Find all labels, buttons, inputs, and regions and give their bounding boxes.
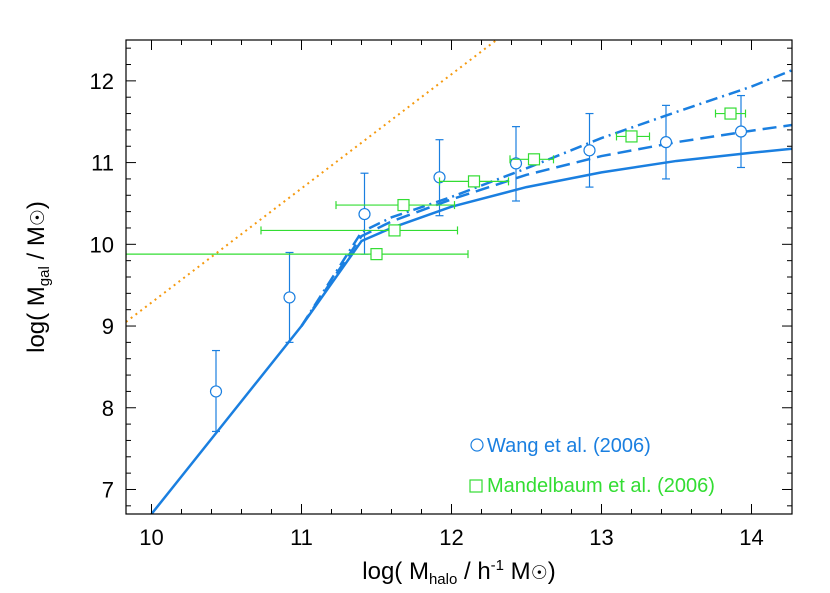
y-tick-label: 9 <box>102 314 114 339</box>
wang-point <box>659 136 673 149</box>
mandelbaum-point <box>388 224 401 237</box>
legend-entry-mandelbaum: Mandelbaum et al. (2006) <box>469 475 715 497</box>
wang-point <box>209 385 223 398</box>
axis-ticks <box>126 40 792 514</box>
wang-point <box>283 291 296 304</box>
wang-point <box>509 157 523 170</box>
x-tick-label: 12 <box>439 525 463 550</box>
legend-entry-wang: Wang et al. (2006) <box>470 435 651 457</box>
mandelbaum-point <box>625 130 638 143</box>
mandelbaum-point <box>527 153 541 166</box>
legend-label-mandelbaum: Mandelbaum et al. (2006) <box>487 475 715 497</box>
x-axis-label: log( Mhalo / h-1 M☉) <box>362 557 555 588</box>
legend-label-wang: Wang et al. (2006) <box>487 435 651 457</box>
y-tick-label: 7 <box>102 477 114 502</box>
y-tick-label: 12 <box>90 69 114 94</box>
plot-curves <box>126 40 792 514</box>
x-tick-label: 11 <box>290 525 313 550</box>
plot-markers <box>126 94 748 433</box>
legend-circle-marker <box>470 438 484 452</box>
dash-dot-line-curve <box>300 69 792 327</box>
y-tick-label: 8 <box>102 396 114 421</box>
wang-point <box>734 125 748 138</box>
wang-point <box>358 207 371 221</box>
legend: Wang et al. (2006) Mandelbaum et al. (20… <box>469 435 715 497</box>
dashed-line-curve <box>300 123 792 327</box>
y-tick-label: 11 <box>91 151 114 176</box>
mandelbaum-point <box>467 175 481 188</box>
mandelbaum-point <box>397 198 410 212</box>
x-tick-label: 13 <box>589 525 613 550</box>
y-axis-label: log( Mgal / M☉) <box>23 201 53 353</box>
x-tick-label: 14 <box>739 525 763 550</box>
solid-line-curve <box>150 147 792 514</box>
mandelbaum-point <box>370 248 383 261</box>
y-tick-label: 10 <box>90 232 114 257</box>
legend-square-marker <box>469 479 483 493</box>
mandelbaum-point <box>724 107 737 120</box>
x-tick-label: 10 <box>139 525 163 550</box>
axis-tick-labels: 10 11 12 13 14 7 8 9 10 11 12 <box>90 69 764 550</box>
wang-point <box>583 144 596 157</box>
